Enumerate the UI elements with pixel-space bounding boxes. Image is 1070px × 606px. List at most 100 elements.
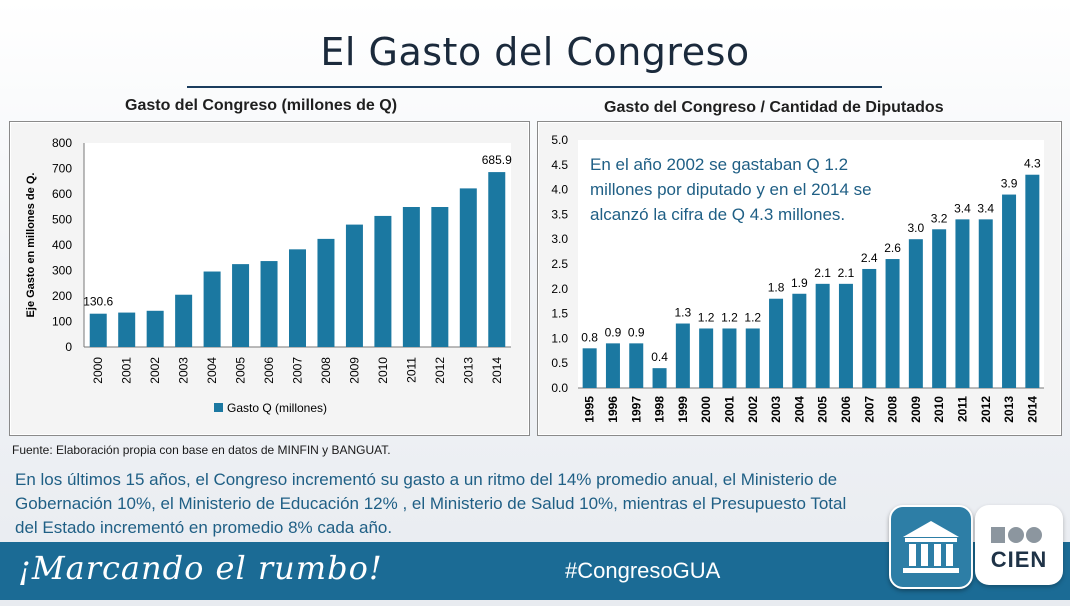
chart1-bar bbox=[402, 207, 420, 347]
chart2-data-label: 0.4 bbox=[651, 350, 668, 364]
chart1-x-tick-label: 2011 bbox=[404, 357, 418, 383]
chart1-bar bbox=[374, 215, 392, 347]
chart2-data-label: 1.3 bbox=[675, 306, 692, 320]
chart2-svg: 0.0 0.5 1.0 1.5 2.0 2.5 3.0 3.5 4.0 4.5 5.0 0.8 1995… bbox=[551, 133, 1044, 423]
chart2-data-label: 3.4 bbox=[954, 201, 971, 215]
chart1-y-tick-label: 800 bbox=[52, 136, 72, 150]
chart2-bar bbox=[978, 219, 993, 388]
chart1-bar bbox=[175, 294, 193, 347]
chart1-x-tick-label: 2012 bbox=[433, 357, 447, 384]
summary-text: En los últimos 15 años, el Congreso incr… bbox=[15, 470, 847, 537]
chart1-svg: 0 100 200 300 400 500 600 700 800 2000 130.6 2001 20… bbox=[25, 136, 512, 415]
chart1-y-tick-label: 0 bbox=[65, 340, 72, 354]
chart2-x-tick-label: 1999 bbox=[676, 396, 690, 423]
chart2-bar bbox=[1002, 194, 1017, 388]
cien-logo: CIEN bbox=[975, 505, 1063, 585]
chart1-x-tick-label: 2014 bbox=[490, 357, 504, 384]
chart2-data-label: 1.2 bbox=[721, 310, 738, 324]
chart1-x-tick-label: 2004 bbox=[205, 357, 219, 384]
chart1-data-label: 685.9 bbox=[482, 153, 512, 167]
chart2-plot-area bbox=[578, 140, 1044, 388]
chart1-x-tick-label: 2006 bbox=[262, 357, 276, 384]
chart1-data-label: 130.6 bbox=[83, 295, 113, 309]
chart2-y-tick-label: 1.0 bbox=[551, 331, 568, 345]
chart2-data-label: 0.8 bbox=[581, 330, 598, 344]
chart2-bar bbox=[582, 348, 597, 388]
chart1-x-tick-label: 2013 bbox=[461, 357, 475, 384]
hashtag[interactable]: #CongresoGUA bbox=[565, 558, 721, 583]
chart2-y-tick-label: 4.5 bbox=[551, 158, 568, 172]
chart2-x-tick-label: 2008 bbox=[886, 396, 900, 423]
chart2-bar bbox=[815, 283, 830, 388]
chart1-panel: 0 100 200 300 400 500 600 700 800 2000 130.6 2001 20… bbox=[9, 121, 530, 436]
chart1-bar bbox=[232, 264, 250, 347]
chart2-title: Gasto del Congreso / Cantidad de Diputad… bbox=[604, 99, 944, 116]
chart2-data-label: 1.9 bbox=[791, 276, 808, 290]
chart1-y-axis-title: Eje Gasto en millones de Q. bbox=[25, 173, 37, 318]
chart2-data-label: 2.4 bbox=[861, 251, 878, 265]
chart1-bar bbox=[89, 313, 107, 347]
chart1-bar bbox=[345, 224, 363, 347]
cien-hats-icon bbox=[991, 527, 1042, 543]
chart1-y-tick-label: 700 bbox=[52, 162, 72, 176]
chart2-x-tick-label: 2007 bbox=[862, 396, 876, 423]
chart2-x-tick-label: 2009 bbox=[909, 396, 923, 423]
chart1-x-tick-label: 2008 bbox=[319, 357, 333, 384]
chart2-annotation-line: alcanzó la cifra de Q 4.3 millones. bbox=[590, 205, 845, 224]
chart1-bar bbox=[289, 249, 306, 347]
chart2-y-tick-label: 3.5 bbox=[551, 207, 568, 221]
chart1-bar bbox=[431, 207, 449, 347]
chart1-bar bbox=[118, 312, 136, 347]
chart2-bar bbox=[722, 328, 737, 388]
chart1-bar bbox=[459, 188, 477, 347]
chart1-bar bbox=[317, 238, 335, 347]
chart1-y-tick-label: 600 bbox=[52, 187, 72, 201]
chart1-y-tick-label: 500 bbox=[52, 213, 72, 227]
chart1-bar bbox=[146, 310, 164, 347]
chart2-x-tick-label: 2010 bbox=[932, 396, 946, 423]
chart2-y-tick-label: 0.5 bbox=[551, 356, 568, 370]
chart2-annotation-line: En el año 2002 se gastaban Q 1.2 bbox=[590, 155, 848, 174]
chart2-y-tick-label: 5.0 bbox=[551, 133, 568, 147]
chart2-data-label: 3.9 bbox=[1001, 177, 1018, 191]
chart1-x-tick-label: 2010 bbox=[376, 357, 390, 384]
chart1-y-tick-label: 300 bbox=[52, 264, 72, 278]
chart2-annotation-line: millones por diputado y en el 2014 se bbox=[590, 180, 872, 199]
chart2-x-tick-label: 2006 bbox=[839, 396, 853, 423]
chart1-x-tick-label: 2001 bbox=[120, 357, 134, 384]
chart2-bar bbox=[605, 343, 620, 388]
chart1-title: Gasto del Congreso (millones de Q) bbox=[125, 97, 398, 114]
chart2-data-label: 3.4 bbox=[977, 201, 994, 215]
chart2-bar bbox=[769, 298, 784, 388]
cien-logo-text: CIEN bbox=[990, 547, 1048, 572]
chart2-data-label: 0.9 bbox=[628, 325, 645, 339]
chart2-bar bbox=[885, 259, 900, 388]
chart2-data-label: 1.8 bbox=[768, 281, 785, 295]
chart1-legend-label: Gasto Q (millones) bbox=[227, 401, 327, 415]
chart2-bar bbox=[955, 219, 970, 388]
chart1-bar bbox=[260, 261, 278, 347]
chart2-bar bbox=[792, 293, 807, 388]
chart2-x-tick-label: 2013 bbox=[1002, 396, 1016, 423]
chart2-x-tick-label: 1995 bbox=[583, 396, 597, 423]
chart1-y-tick-label: 400 bbox=[52, 238, 72, 252]
chart2-x-tick-label: 2001 bbox=[722, 396, 736, 423]
slogan: ¡Marcando el rumbo! bbox=[18, 549, 383, 587]
chart2-x-tick-label: 2011 bbox=[955, 396, 969, 422]
chart2-y-tick-label: 0.0 bbox=[551, 381, 568, 395]
chart2-y-tick-label: 2.0 bbox=[551, 282, 568, 296]
chart2-data-label: 2.1 bbox=[814, 266, 831, 280]
chart2-data-label: 3.2 bbox=[931, 211, 948, 225]
chart2-y-tick-label: 2.5 bbox=[551, 257, 568, 271]
chart1-x-tick-label: 2007 bbox=[291, 357, 305, 384]
chart2-bar bbox=[745, 328, 760, 388]
chart2-x-tick-label: 1997 bbox=[629, 396, 643, 423]
chart2-data-label: 1.2 bbox=[698, 310, 715, 324]
chart2-bar bbox=[932, 229, 947, 388]
chart2-bar bbox=[652, 368, 667, 388]
page-title: El Gasto del Congreso bbox=[320, 30, 750, 74]
chart1-x-tick-label: 2000 bbox=[91, 357, 105, 384]
chart1-x-tick-label: 2009 bbox=[347, 357, 361, 384]
chart2-bar bbox=[838, 283, 853, 388]
